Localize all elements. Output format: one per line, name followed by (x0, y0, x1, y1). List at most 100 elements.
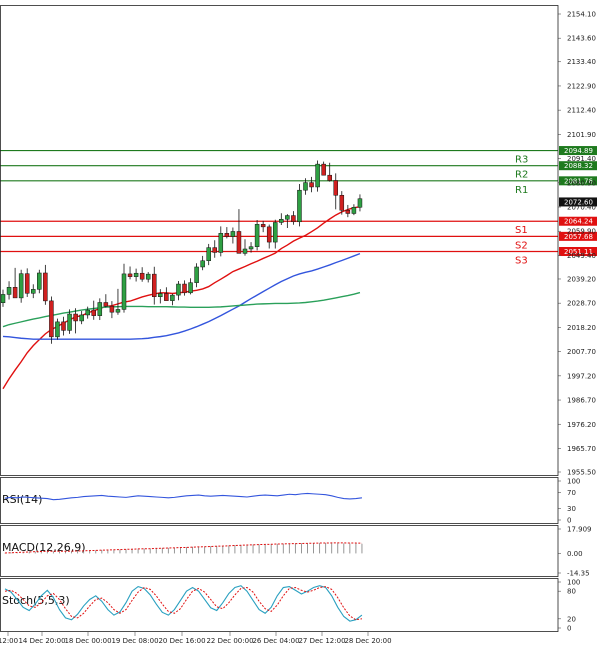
indicator-macd: 17.909 0.00 -14.35 MACD(12,26,9) (2, 526, 592, 578)
pivot-price-label: 2064.24 (564, 218, 593, 226)
candle (285, 214, 290, 229)
candle (79, 311, 84, 325)
candle-body (0, 294, 6, 303)
candle-body (212, 247, 217, 253)
indicator-tick-label: 0 (567, 517, 571, 525)
price-tick-label: 2049.40 (567, 252, 596, 260)
candle (345, 204, 351, 218)
candle (24, 268, 30, 297)
time-tick-label: 19 Dec 08:00 (111, 637, 158, 645)
candle (291, 211, 296, 225)
candle (315, 160, 320, 192)
indicator-tick-label: 100 (567, 478, 580, 486)
pivot-name-r2: R2 (515, 170, 528, 181)
candle (73, 308, 78, 334)
candle (152, 266, 157, 305)
current-price-tag (559, 197, 597, 207)
candle (158, 289, 163, 304)
time-tick-label: 14 Dec 20:00 (18, 637, 65, 645)
pivot-price-tag (559, 247, 597, 257)
candle (279, 213, 284, 226)
candle (273, 219, 278, 249)
candle (351, 204, 357, 216)
candle (97, 298, 103, 321)
candle (133, 268, 139, 282)
candle-body (285, 215, 290, 220)
candle-body (170, 294, 175, 301)
candle-body (176, 283, 181, 296)
candle-body (6, 287, 12, 295)
candle-body (248, 246, 254, 250)
pivot-name-r1: R1 (515, 185, 528, 196)
candle-body (188, 282, 193, 294)
candle (43, 264, 48, 305)
price-tick-label: 2143.60 (567, 35, 596, 43)
candle-body (67, 313, 72, 331)
panel-frame (0, 5, 559, 476)
candle (170, 293, 175, 306)
pivot-price-label: 2057.68 (564, 233, 593, 241)
time-tick-label: 28 Dec 20:00 (344, 637, 391, 645)
candle (49, 296, 54, 344)
indicator-tick-label: 17.909 (567, 526, 592, 534)
indicator-title: Stoch(5,5,3) (2, 594, 70, 607)
candle-body (97, 302, 103, 316)
candle (18, 269, 24, 303)
candle (236, 209, 242, 254)
pivot-price-label: 2088.32 (564, 162, 593, 170)
candle-body (309, 182, 314, 188)
price-tick-label: 2101.90 (567, 131, 596, 139)
indicator-tick-label: 80 (567, 588, 576, 596)
candle-body (279, 218, 284, 223)
candle (182, 280, 187, 296)
time-tick-label: 27 Dec 12:00 (298, 637, 345, 645)
candle-body (103, 302, 109, 307)
candle (188, 278, 193, 295)
candle-body (206, 247, 211, 262)
rsi-line (4, 492, 363, 501)
candle-body (333, 180, 338, 196)
indicator-title: RSI(14) (2, 493, 42, 506)
time-tick-label: 22 Dec 00:00 (206, 637, 253, 645)
candle-body (37, 272, 42, 290)
candle (67, 309, 72, 334)
panel-frame (0, 578, 559, 632)
candle (12, 267, 18, 299)
ma-line-ma-mid (2, 252, 361, 340)
pivot-price-tag (559, 161, 597, 171)
candle-body (266, 226, 272, 243)
candle (266, 224, 272, 249)
candle-body (133, 272, 139, 277)
candle-body (200, 260, 205, 268)
candle-body (127, 273, 133, 277)
candle-body (303, 182, 308, 191)
indicator-tick-label: -14.35 (567, 570, 590, 578)
candle-body (327, 174, 332, 181)
candle (321, 161, 326, 176)
candle-body (164, 293, 169, 301)
indicator-title: MACD(12,26,9) (2, 541, 86, 554)
candle-body (291, 215, 296, 223)
candle (109, 301, 115, 319)
candle-body (79, 314, 84, 322)
price-tick-label: 2059.90 (567, 228, 596, 236)
candle-body (357, 198, 363, 208)
candle-body (121, 273, 127, 310)
candle-body (339, 195, 345, 211)
price-tick-label: 2112.40 (567, 107, 596, 115)
candle (248, 242, 254, 253)
candle (139, 267, 145, 282)
indicator-tick-label: 0.00 (567, 550, 583, 558)
pivot-price-label: 2081.76 (564, 177, 593, 185)
indicator-tick-label: 0 (567, 625, 571, 633)
indicator-rsi: 100 70 30 0 RSI(14) (2, 478, 580, 525)
pivot-name-s1: S1 (515, 225, 528, 236)
candle (230, 227, 236, 244)
price-tick-label: 1997.20 (567, 372, 596, 380)
candle (0, 289, 6, 307)
candle-body (109, 305, 115, 313)
candle-body (12, 287, 18, 299)
pivot-name-r3: R3 (515, 155, 528, 166)
price-tick-label: 2018.20 (567, 324, 596, 332)
